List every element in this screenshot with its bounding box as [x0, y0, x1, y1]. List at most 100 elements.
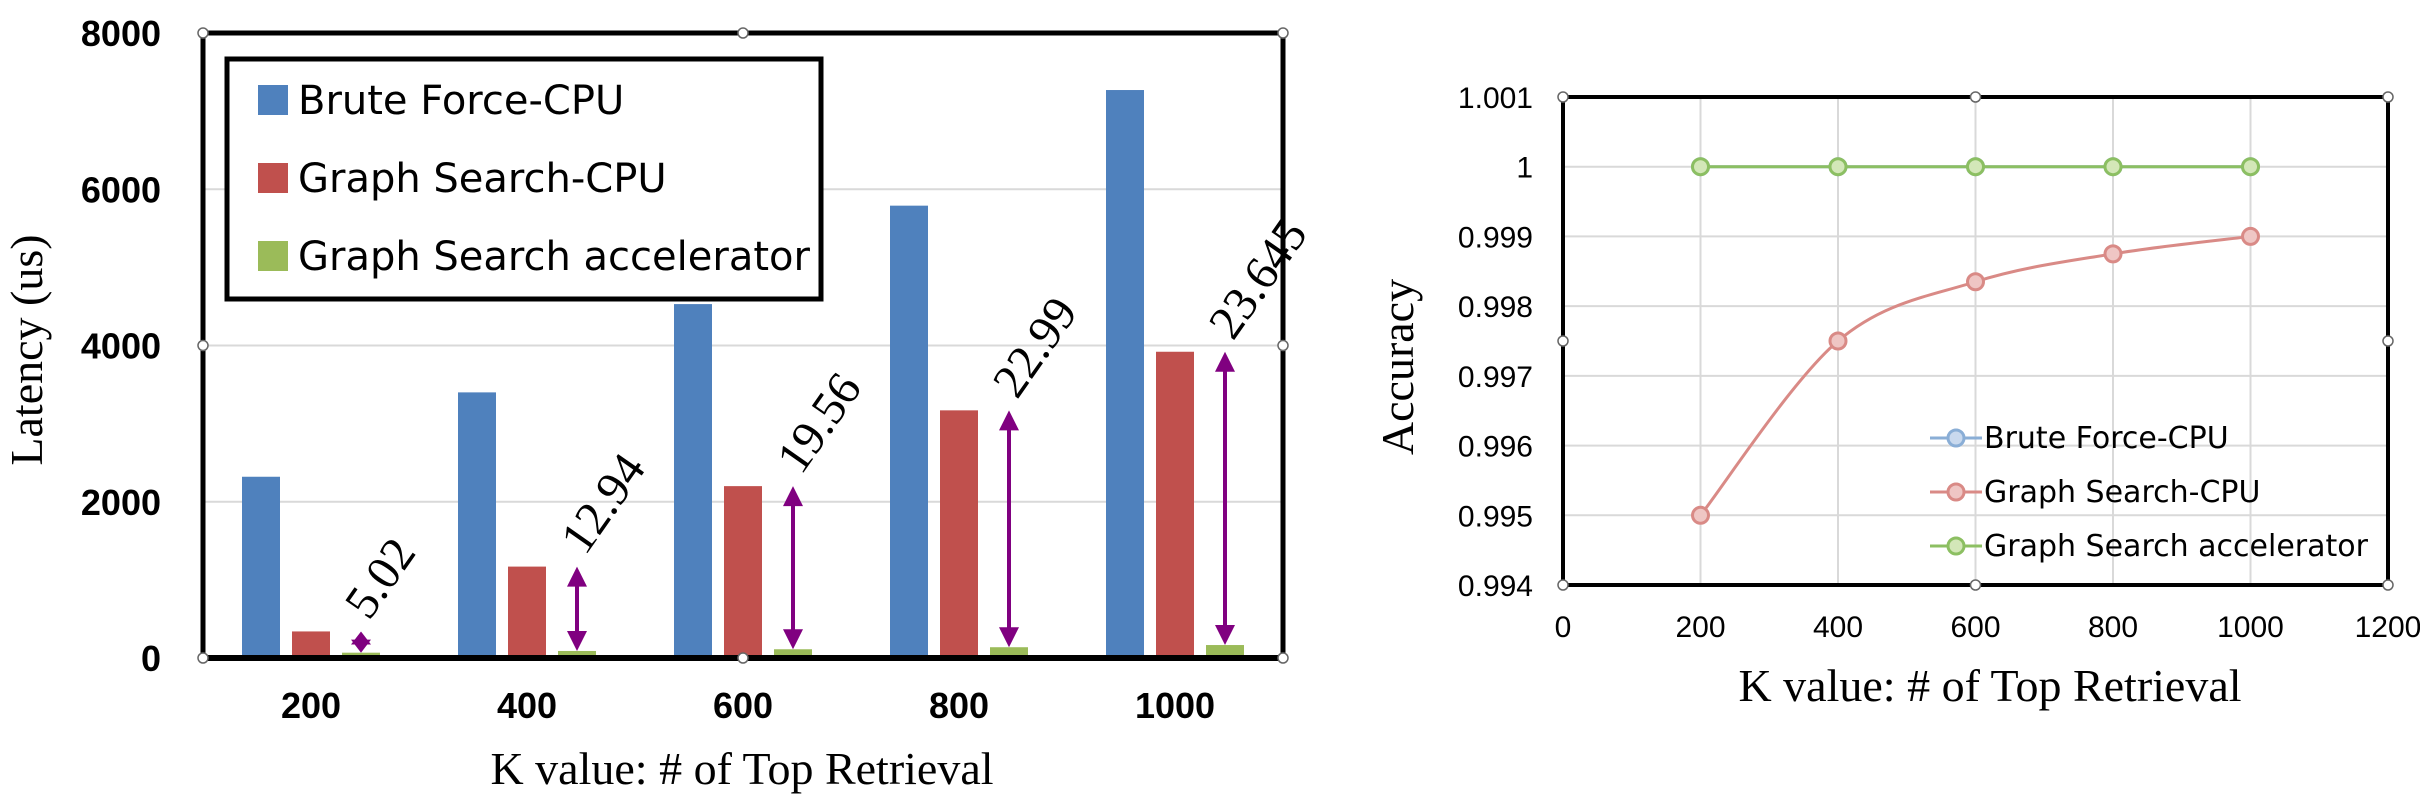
frame-handle — [1277, 27, 1289, 39]
bar-graph-search-accelerator — [1206, 645, 1244, 658]
right-x-axis-label: K value: # of Top Retrieval — [1738, 660, 2241, 711]
frame-handle — [737, 27, 749, 39]
left-x-tick-label: 200 — [281, 685, 341, 726]
left-x-tick-label: 600 — [713, 685, 773, 726]
left-plot-frame — [197, 27, 1289, 664]
speedup-arrow-head-up — [999, 410, 1019, 431]
frame-handle — [1969, 579, 1982, 591]
point-graph-search-cpu — [1691, 505, 1710, 525]
left-y-tick-label: 2000 — [81, 482, 161, 523]
right-x-tick-label: 1000 — [2217, 611, 2284, 644]
right-y-tick-label: 0.999 — [1458, 221, 1533, 254]
right-x-tick-labels: 0 200 400 600 800 1000 1200 — [1555, 611, 2420, 644]
frame-handle — [1557, 335, 1569, 347]
frame-handle — [1277, 339, 1289, 352]
left-y-tick-label: 4000 — [81, 326, 161, 367]
legend-swatch — [258, 163, 288, 193]
bar-brute-force-cpu — [674, 304, 712, 658]
series-line-graph-search-cpu — [1699, 234, 2251, 517]
right-x-tick-label: 0 — [1555, 611, 1572, 644]
bar-graph-search-accelerator — [990, 647, 1028, 658]
legend-marker — [1946, 482, 1966, 502]
right-y-axis-label: Accuracy — [1372, 279, 1423, 455]
left-x-tick-label: 800 — [929, 685, 989, 726]
speedup-label: 23.645 — [1199, 210, 1318, 349]
left-x-tick-label: 400 — [497, 685, 557, 726]
frame-handle — [1557, 91, 1569, 103]
legend-label: Graph Search accelerator — [298, 234, 810, 280]
speedup-arrow-head-up — [1215, 351, 1235, 372]
accuracy-line-chart: 0.994 0.995 0.996 0.997 0.998 0.999 1 1.001 0 20… — [1372, 82, 2420, 711]
legend-label: Graph Search-CPU — [1984, 475, 2260, 510]
legend-swatch — [258, 85, 288, 115]
bar-graph-search-cpu — [508, 566, 546, 658]
right-x-tick-label: 1200 — [2355, 611, 2420, 644]
legend-label: Brute Force-CPU — [298, 78, 624, 124]
right-y-tick-label: 1 — [1516, 152, 1533, 185]
legend-swatch — [258, 241, 288, 271]
frame-handle — [737, 652, 749, 664]
speedup-arrow-head-down — [567, 630, 587, 651]
right-y-tick-label: 0.994 — [1458, 570, 1533, 603]
frame-handle — [197, 27, 209, 39]
right-legend: Brute Force-CPU Graph Search-CPU Graph Sea… — [1930, 421, 2369, 564]
point-graph-search-cpu — [1966, 272, 1985, 292]
right-x-tick-label: 400 — [1813, 611, 1863, 644]
left-x-axis-label: K value: # of Top Retrieval — [490, 743, 993, 794]
speedup-label: 5.02 — [335, 529, 427, 628]
legend-marker — [1946, 428, 1966, 448]
point-graph-search-accelerator — [2103, 157, 2123, 177]
frame-handle — [1277, 652, 1289, 664]
frame-handle — [197, 652, 209, 664]
bar-graph-search-cpu — [940, 410, 978, 658]
speedup-label: 12.94 — [551, 444, 656, 563]
bar-graph-search-accelerator — [558, 650, 596, 658]
left-y-tick-label: 0 — [141, 638, 161, 679]
bar-graph-search-cpu — [724, 486, 762, 658]
point-graph-search-accelerator — [2241, 157, 2260, 177]
right-y-tick-label: 1.001 — [1458, 82, 1533, 115]
left-y-axis-label: Latency (us) — [1, 234, 52, 465]
point-graph-search-accelerator — [1828, 157, 1848, 177]
frame-handle — [1969, 91, 1982, 103]
frame-handle — [197, 339, 209, 352]
frame-handle — [1557, 579, 1569, 591]
right-lines — [1691, 157, 2260, 525]
bar-graph-search-accelerator — [774, 649, 812, 658]
bar-graph-search-cpu — [1156, 351, 1194, 658]
speedup-arrow-head-up — [567, 566, 587, 587]
speedup-arrow-head-down — [351, 639, 371, 653]
left-x-tick-labels: 200 400 600 800 1000 — [281, 685, 1215, 726]
speedup-arrow-head-down — [999, 627, 1019, 648]
right-y-tick-labels: 0.994 0.995 0.996 0.997 0.998 0.999 1 1.001 — [1458, 82, 1533, 603]
right-y-tick-label: 0.997 — [1458, 361, 1533, 394]
frame-handle — [2382, 579, 2394, 591]
left-y-tick-label: 6000 — [81, 169, 161, 210]
right-y-tick-label: 0.998 — [1458, 291, 1533, 324]
legend-label: Graph Search-CPU — [298, 156, 667, 202]
speedup-label: 22.99 — [983, 288, 1088, 407]
right-x-tick-label: 200 — [1675, 611, 1725, 644]
right-x-tick-label: 800 — [2088, 611, 2138, 644]
bar-brute-force-cpu — [458, 392, 496, 658]
point-graph-search-cpu — [1828, 331, 1848, 351]
point-graph-search-accelerator — [1966, 157, 1985, 177]
left-legend-box — [224, 56, 824, 302]
frame-handle — [2382, 335, 2394, 347]
bar-graph-search-cpu — [292, 631, 330, 658]
point-graph-search-cpu — [2241, 226, 2260, 246]
right-y-tick-label: 0.995 — [1458, 500, 1533, 533]
right-plot-frame — [1557, 91, 2394, 591]
legend-marker — [1946, 536, 1966, 556]
speedup-label: 19.56 — [767, 364, 872, 483]
speedup-arrow-head-up — [783, 486, 803, 507]
right-x-tick-label: 600 — [1950, 611, 2000, 644]
bar-brute-force-cpu — [1106, 90, 1144, 658]
left-bars — [242, 90, 1244, 658]
left-y-tick-label: 8000 — [81, 13, 161, 54]
point-graph-search-accelerator — [1691, 157, 1710, 177]
left-x-tick-label: 1000 — [1135, 685, 1215, 726]
legend-label: Graph Search accelerator — [1984, 529, 2369, 564]
latency-bar-chart: 5.02 12.94 19.56 22.99 23.645 0 2000 4000 6000 8… — [1, 13, 1318, 794]
right-y-tick-label: 0.996 — [1458, 431, 1533, 464]
